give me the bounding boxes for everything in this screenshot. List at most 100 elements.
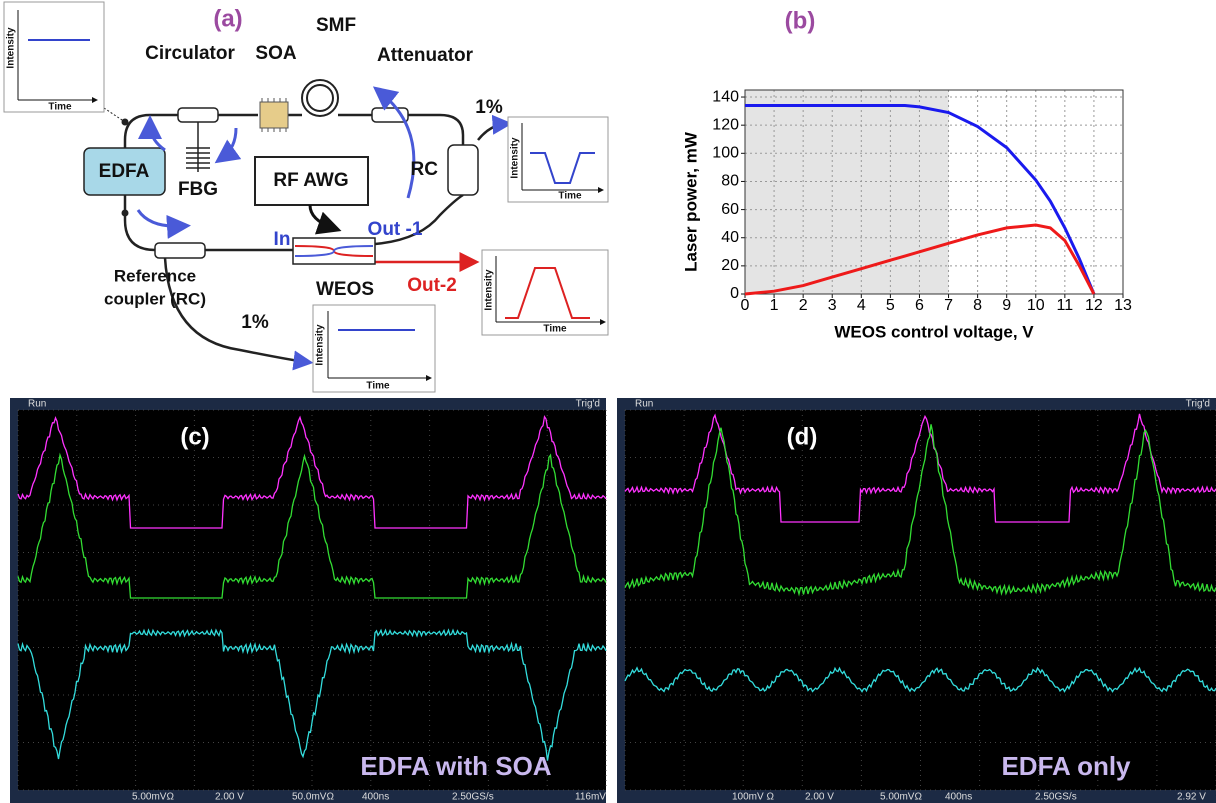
inset: Intensity Time xyxy=(4,2,104,113)
label: 1% xyxy=(241,312,269,333)
inset-y-label: Intensity xyxy=(315,324,326,366)
x-tick-label: 6 xyxy=(915,297,924,314)
side-bar xyxy=(617,398,625,803)
panel-b: (b) 012345678910111213020406080100120140… xyxy=(681,7,1132,341)
label: Reference xyxy=(114,266,196,285)
panel-label: (d) xyxy=(787,423,818,450)
dotted-link xyxy=(104,108,125,122)
weos-box xyxy=(293,238,375,264)
status-bar xyxy=(617,398,1216,410)
inset-y-label: Intensity xyxy=(510,137,521,179)
fiber xyxy=(408,115,463,145)
label: SOA xyxy=(255,43,296,64)
flow-arrow xyxy=(222,128,236,158)
figure: (a) xyxy=(0,0,1216,803)
label: In xyxy=(274,229,291,250)
status-bar xyxy=(10,398,606,410)
label: RF AWG xyxy=(273,170,348,191)
y-tick-label: 120 xyxy=(712,116,739,133)
y-tick-label: 80 xyxy=(721,173,739,190)
flow-arrow xyxy=(138,210,182,226)
panel-a: (a) xyxy=(4,2,608,392)
x-tick-label: 10 xyxy=(1027,297,1045,314)
scope-caption: EDFA only xyxy=(1001,751,1131,781)
label: Out-2 xyxy=(407,275,457,296)
scope-readout: 400ns xyxy=(362,792,389,803)
x-tick-label: 9 xyxy=(1002,297,1011,314)
x-axis-label: WEOS control voltage, V xyxy=(834,322,1034,341)
rc-box xyxy=(448,145,478,195)
scope-readout: 2.92 V xyxy=(1177,792,1206,803)
x-tick-label: 5 xyxy=(886,297,895,314)
y-tick-label: 140 xyxy=(712,88,739,105)
label: coupler (RC) xyxy=(104,289,206,308)
scope-readout: 2.00 V xyxy=(805,792,834,803)
scope-readout: 400ns xyxy=(945,792,972,803)
fiber xyxy=(478,124,505,140)
scope-status: Run xyxy=(635,399,653,410)
scope-screen xyxy=(617,398,1216,803)
inset-y-label: Intensity xyxy=(484,269,495,311)
label: EDFA xyxy=(99,161,150,182)
x-tick-label: 3 xyxy=(828,297,837,314)
x-tick-label: 12 xyxy=(1085,297,1103,314)
coupler-box xyxy=(155,243,205,258)
highlight-region xyxy=(745,90,949,294)
scope-caption: EDFA with SOA xyxy=(360,751,551,781)
soa-chip xyxy=(260,98,288,132)
scope-readout: 100mV Ω xyxy=(732,792,774,803)
panel-d: Run Trig'd 100mV Ω 2.00 V 5.00mVΩ 400ns 2.50GS… xyxy=(617,398,1216,803)
rf-arrow xyxy=(310,205,333,228)
scope-readout: 116mV xyxy=(575,792,606,803)
tap-dot xyxy=(122,210,129,217)
side-bar xyxy=(10,398,18,803)
inset: Intensity Time xyxy=(508,117,608,202)
label: 1% xyxy=(475,97,503,118)
panel-label: (c) xyxy=(180,423,209,450)
x-tick-label: 4 xyxy=(857,297,866,314)
flow-arrow xyxy=(150,124,165,150)
inset-x-label: Time xyxy=(543,324,567,335)
label: FBG xyxy=(178,179,218,200)
label: RC xyxy=(411,159,439,180)
scope-readout: 2.50GS/s xyxy=(1035,792,1077,803)
fbg xyxy=(186,122,210,172)
scope-trigger: Trig'd xyxy=(576,399,600,410)
x-tick-label: 0 xyxy=(741,297,750,314)
x-tick-label: 1 xyxy=(770,297,779,314)
panel-c: Run Trig'd 5.00mVΩ 2.00 V 50.0mVΩ 400ns 2.50GS… xyxy=(10,398,606,803)
scope-status: Run xyxy=(28,399,46,410)
scope-readout: 5.00mVΩ xyxy=(132,792,174,803)
scope-readout: 2.50GS/s xyxy=(452,792,494,803)
x-tick-label: 7 xyxy=(944,297,953,314)
scope-readout: 5.00mVΩ xyxy=(880,792,922,803)
label: WEOS xyxy=(316,279,374,300)
smf-coil xyxy=(302,80,338,116)
label: Out -1 xyxy=(368,219,423,240)
label: Attenuator xyxy=(377,45,474,66)
scope-readout: 50.0mVΩ xyxy=(292,792,334,803)
scope-trigger: Trig'd xyxy=(1186,399,1210,410)
label: SMF xyxy=(316,15,356,36)
x-tick-label: 8 xyxy=(973,297,982,314)
label: Circulator xyxy=(145,43,235,64)
inset: Intensity Time xyxy=(313,305,435,392)
x-tick-label: 13 xyxy=(1114,297,1132,314)
y-tick-label: 20 xyxy=(721,257,739,274)
inset: Intensity Time xyxy=(482,250,608,335)
panel-label: (a) xyxy=(213,5,242,32)
inset-y-label: Intensity xyxy=(6,27,17,69)
inset-x-label: Time xyxy=(48,102,72,113)
scope-readout: 2.00 V xyxy=(215,792,244,803)
y-tick-label: 0 xyxy=(730,285,739,302)
y-axis-label: Laser power, mW xyxy=(681,131,700,272)
inset-x-label: Time xyxy=(366,381,390,392)
inset-x-label: Time xyxy=(558,191,582,202)
y-tick-label: 40 xyxy=(721,229,739,246)
y-tick-label: 60 xyxy=(721,201,739,218)
x-tick-label: 2 xyxy=(799,297,808,314)
circulator xyxy=(178,108,218,122)
y-tick-label: 100 xyxy=(712,145,739,162)
x-tick-label: 11 xyxy=(1057,297,1074,314)
chart-title: (b) xyxy=(785,7,816,34)
